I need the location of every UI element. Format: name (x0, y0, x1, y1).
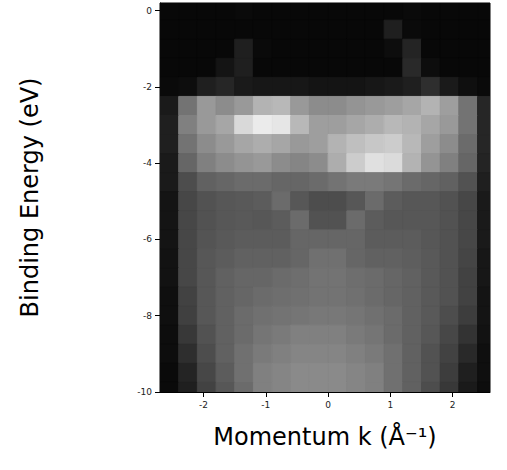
svg-text:-8: -8 (143, 311, 152, 321)
svg-text:0: 0 (325, 400, 331, 410)
svg-text:1: 1 (388, 400, 394, 410)
svg-text:-2: -2 (143, 82, 152, 92)
svg-text:Binding Energy (eV): Binding Energy (eV) (16, 78, 44, 318)
svg-text:-6: -6 (143, 234, 152, 244)
svg-text:Momentum k (Å⁻¹): Momentum k (Å⁻¹) (213, 422, 436, 451)
svg-text:-1: -1 (261, 400, 270, 410)
svg-text:2: 2 (450, 400, 456, 410)
svg-text:-10: -10 (137, 387, 152, 397)
svg-text:-4: -4 (143, 158, 152, 168)
svg-text:0: 0 (146, 6, 152, 16)
svg-text:-2: -2 (199, 400, 208, 410)
